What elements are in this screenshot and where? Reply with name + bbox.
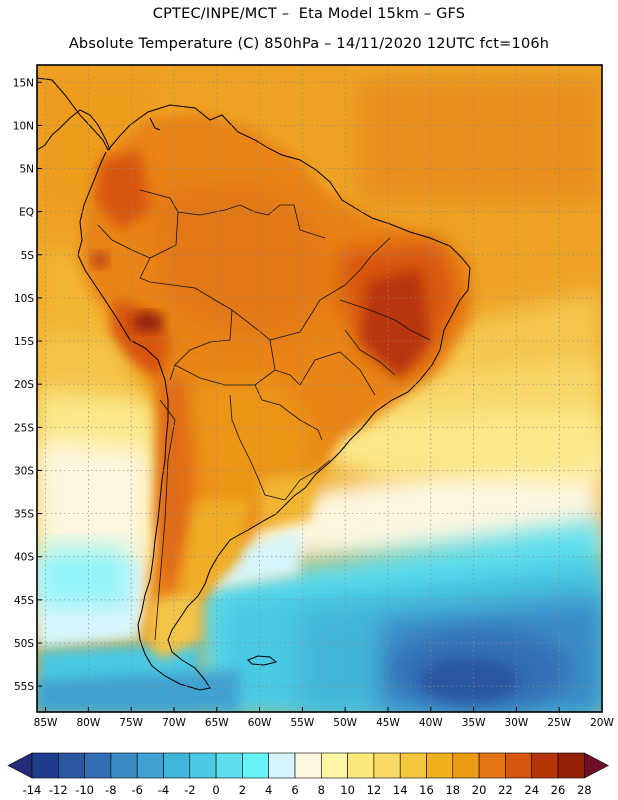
colorbar-swatch (110, 752, 138, 779)
lat-label: 40S (14, 552, 34, 564)
lat-label: 45S (14, 595, 34, 607)
lon-label: 55W (291, 717, 315, 729)
colorbar-label: 4 (265, 783, 272, 797)
colorbar-swatch (294, 752, 322, 779)
colorbar-swatch (136, 752, 164, 779)
lat-label: 30S (14, 465, 34, 477)
colorbar-swatch (426, 752, 454, 779)
colorbar-swatch (215, 752, 243, 779)
colorbar-swatch (57, 752, 85, 779)
lon-label: 50W (333, 717, 357, 729)
colorbar-label: 6 (291, 783, 298, 797)
colorbar-label: -10 (75, 783, 94, 797)
colorbar-label: 18 (445, 783, 460, 797)
colorbar-label: -2 (184, 783, 195, 797)
lon-label: 30W (505, 717, 529, 729)
lat-label: 15S (14, 336, 34, 348)
title-line-1: CPTEC/INPE/MCT – Eta Model 15km – GFS (152, 6, 466, 22)
lat-label: 15N (13, 77, 34, 89)
colorbar-label: 16 (419, 783, 434, 797)
falkland-islands (247, 655, 278, 666)
colorbar-label: 12 (367, 783, 382, 797)
colorbar-swatch (347, 752, 375, 779)
colorbar-swatch (320, 752, 348, 779)
colorbar-swatch (189, 752, 217, 779)
lat-label: 55S (14, 681, 34, 693)
colorbar-swatch (31, 752, 59, 779)
lon-label: 75W (119, 717, 143, 729)
temperature-field (37, 65, 602, 712)
lon-label: 85W (34, 717, 58, 729)
colorbar-label: -14 (23, 783, 42, 797)
colorbar-label: -8 (105, 783, 116, 797)
colorbar-swatch (452, 752, 480, 779)
lon-label: 60W (248, 717, 272, 729)
latitude-labels: 15N 10N 5N EQ 5S 10S 15S 20S 25S 30S 35S 40S 45S 50S 5… (13, 77, 42, 693)
colorbar-swatch (242, 752, 269, 779)
lon-label: 35W (462, 717, 486, 729)
lat-label: 10S (14, 293, 34, 305)
colorbar-swatch (531, 752, 559, 779)
colorbar-label: 28 (577, 783, 592, 797)
lon-label: 40W (419, 717, 443, 729)
lon-label: 70W (162, 717, 186, 729)
lon-label: 20W (590, 717, 614, 729)
lon-label: 65W (205, 717, 229, 729)
lat-label: 10N (13, 120, 34, 132)
colorbar-swatch (373, 752, 401, 779)
lat-label: 35S (14, 509, 34, 521)
colorbar-swatch (268, 752, 296, 779)
lat-label: 5S (21, 250, 35, 262)
lat-label: 20S (14, 379, 34, 391)
colorbar-swatch (505, 752, 532, 779)
colorbar-label: -12 (49, 783, 68, 797)
title-line-2: Absolute Temperature (C) 850hPa – 14/11/… (68, 36, 550, 52)
colorbar-label: -4 (158, 783, 169, 797)
colorbar-label: -6 (131, 783, 142, 797)
colorbar-swatch (399, 752, 427, 779)
lat-label: 50S (14, 638, 34, 650)
colorbar-label: 0 (212, 783, 219, 797)
colorbar-under-arrow (7, 752, 33, 779)
lat-label: EQ (19, 207, 34, 219)
colorbar-label: 8 (318, 783, 325, 797)
colorbar-label: 24 (524, 783, 539, 797)
colorbar-label: 2 (239, 783, 246, 797)
colorbar-swatch (84, 752, 112, 779)
lon-label: 80W (76, 717, 100, 729)
colorbar-swatch (478, 752, 506, 779)
colorbar-label: 20 (472, 783, 487, 797)
colorbar-swatch (557, 752, 585, 779)
longitude-labels: 85W 80W 75W 70W 65W 60W 55W 50W 45W 40W 35W 30W 25W 2… (34, 707, 614, 729)
lon-label: 25W (547, 717, 571, 729)
colorbar-label: 10 (340, 783, 355, 797)
colorbar-label: 22 (498, 783, 513, 797)
map-frame (36, 64, 603, 713)
coastlines (37, 77, 471, 691)
lat-label: 5N (19, 164, 34, 176)
colorbar-over-arrow (583, 752, 609, 779)
colorbar-swatch (163, 752, 191, 779)
lon-label: 45W (376, 717, 400, 729)
colorbar-label: 26 (551, 783, 566, 797)
colorbar-label: 14 (393, 783, 408, 797)
lat-label: 25S (14, 422, 34, 434)
